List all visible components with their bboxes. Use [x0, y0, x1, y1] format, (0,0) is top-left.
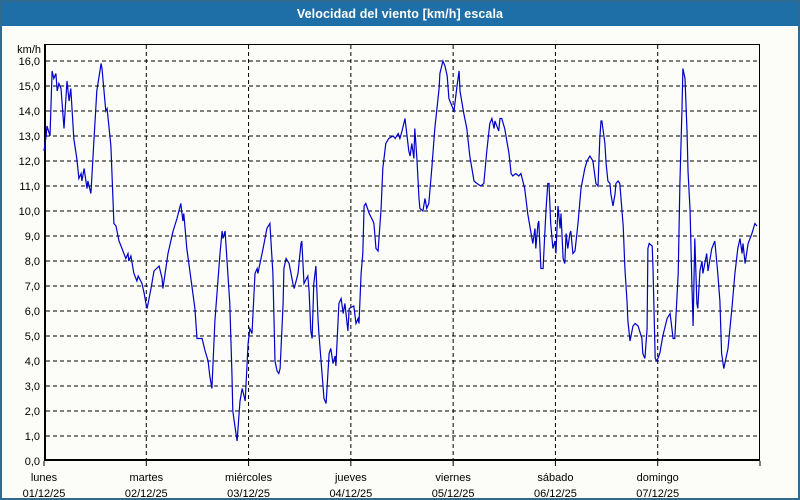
y-tick-label: 14,0 [19, 106, 40, 118]
x-day-name-label: lunes [31, 472, 58, 484]
x-day-name-label: sábado [537, 472, 573, 484]
x-day-date-label: 03/12/25 [227, 488, 270, 498]
y-tick-label: 5,0 [25, 331, 40, 343]
axis-labels: 0,0 1,0 2,0 3,0 4,0 5,0 6,0 7,0 8,0 9,0 10,0 11,0 12… [17, 44, 679, 498]
window-title: Velocidad del viento [km/h] escala [296, 7, 504, 21]
gridlines [46, 45, 759, 460]
wind-speed-chart: 0,0 1,0 2,0 3,0 4,0 5,0 6,0 7,0 8,0 9,0 10,0 11,0 12… [17, 44, 761, 498]
y-tick-label: 0,0 [25, 456, 40, 468]
y-tick-label: 4,0 [25, 356, 40, 368]
plot-border [43, 44, 761, 466]
x-day-date-label: 07/12/25 [636, 488, 679, 498]
x-day-name-label: miércoles [225, 472, 273, 484]
y-axis-unit-label: km/h [17, 44, 41, 56]
y-tick-label: 9,0 [25, 231, 40, 243]
y-tick-label: 10,0 [19, 206, 40, 218]
y-tick-label: 8,0 [25, 256, 40, 268]
y-tick-label: 6,0 [25, 306, 40, 318]
x-day-name-label: martes [129, 472, 163, 484]
chart-area: 0,0 1,0 2,0 3,0 4,0 5,0 6,0 7,0 8,0 9,0 10,0 11,0 12… [2, 26, 798, 498]
y-tick-label: 2,0 [25, 406, 40, 418]
y-tick-label: 12,0 [19, 156, 40, 168]
wind-speed-line [43, 59, 758, 442]
x-day-date-label: 04/12/25 [329, 488, 372, 498]
series [43, 59, 758, 442]
window-title-bar: Velocidad del viento [km/h] escala [2, 2, 798, 26]
y-tick-label: 11,0 [19, 181, 40, 193]
x-day-date-label: 02/12/25 [125, 488, 168, 498]
x-day-date-label: 06/12/25 [534, 488, 577, 498]
y-tick-label: 3,0 [25, 381, 40, 393]
y-tick-label: 15,0 [19, 81, 40, 93]
x-day-name-label: domingo [637, 472, 679, 484]
y-tick-label: 13,0 [19, 131, 40, 143]
x-day-date-label: 01/12/25 [23, 488, 66, 498]
y-tick-label: 16,0 [19, 56, 40, 68]
y-tick-label: 7,0 [25, 281, 40, 293]
y-tick-label: 1,0 [25, 431, 40, 443]
x-day-name-label: viernes [435, 472, 471, 484]
x-day-name-label: jueves [334, 472, 367, 484]
x-day-date-label: 05/12/25 [432, 488, 475, 498]
